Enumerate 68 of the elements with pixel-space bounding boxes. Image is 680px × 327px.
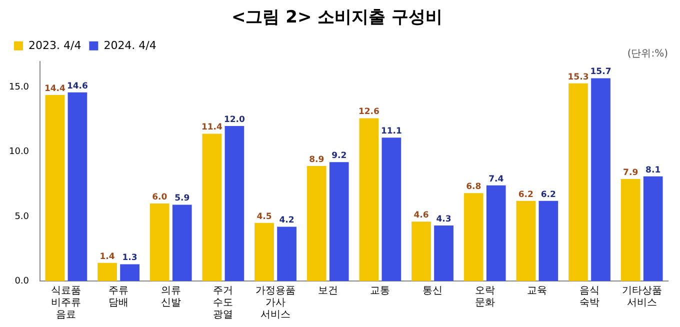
x-tick-label: 가정용품 가사 서비스 [256,286,296,321]
bar [643,176,663,281]
bar [68,92,88,281]
bar [538,200,558,281]
x-tick-label: 음식 숙박 [580,286,600,309]
bar [98,262,117,281]
legend-label: 2024. 4/4 [104,38,156,52]
y-tick-label: 15.0 [8,82,30,93]
data-label: 4.5 [256,212,272,222]
data-label: 6.2 [540,190,556,200]
y-tick-label: 10.0 [8,147,30,158]
data-label: 6.2 [518,190,534,200]
x-tick-label: 의류 신발 [160,286,181,309]
data-label: 15.7 [590,67,612,78]
data-label: 9.2 [332,151,347,162]
bar [329,162,349,281]
data-label: 7.4 [488,174,504,184]
data-label: 6.8 [466,182,482,192]
data-label: 4.3 [436,214,452,224]
x-tick-label: 주거 수도 광열 [213,286,234,321]
data-label: 1.3 [122,253,138,264]
bar [591,78,610,281]
data-label: 4.2 [279,216,294,226]
bar [434,225,454,281]
data-label: 12.0 [224,114,246,125]
y-tick-label: 0.0 [14,276,30,286]
bar [224,126,244,281]
x-tick-label: 보건 [318,286,338,297]
legend-label: 2023. 4/4 [28,38,82,52]
bar [568,83,588,281]
data-label: 8.1 [646,165,661,176]
data-label: 8.9 [309,154,324,165]
x-tick-label: 교통 [370,286,390,297]
x-tick-label: 오락 문화 [474,286,495,309]
data-label: 4.6 [414,210,429,221]
bar [620,178,640,281]
data-label: 14.4 [44,84,66,94]
bar [172,204,192,281]
bar [202,134,222,281]
bar [120,264,140,281]
bar [254,222,274,281]
bar [486,185,506,281]
bar [306,166,326,281]
bar [150,203,170,281]
x-tick-label: 주류 담배 [108,286,129,309]
bar [359,118,379,281]
x-tick-label: 교육 [527,286,548,297]
bar [412,222,431,281]
chart-title: <그림 2> 소비지출 구성비 [231,8,443,28]
data-label: 12.6 [358,107,380,118]
text: (단위:%) [627,48,668,60]
data-label: 1.4 [100,252,115,262]
bar [464,193,484,281]
bar [277,226,296,281]
data-label: 11.1 [380,126,402,137]
x-tick-label: 식료품 비주류 음료 [51,286,82,321]
bar [45,94,65,281]
bar [516,200,536,281]
data-label: 7.9 [623,168,638,178]
data-label: 11.4 [201,122,223,133]
x-tick-label: 통신 [422,286,443,297]
data-label: 6.0 [152,192,168,202]
x-tick-label: 기타상품 서비스 [622,286,662,309]
data-label: 14.6 [66,81,88,92]
y-tick-label: 5.0 [14,212,30,222]
bar [382,138,402,281]
data-label: 15.3 [568,72,589,82]
data-label: 5.9 [174,194,190,204]
